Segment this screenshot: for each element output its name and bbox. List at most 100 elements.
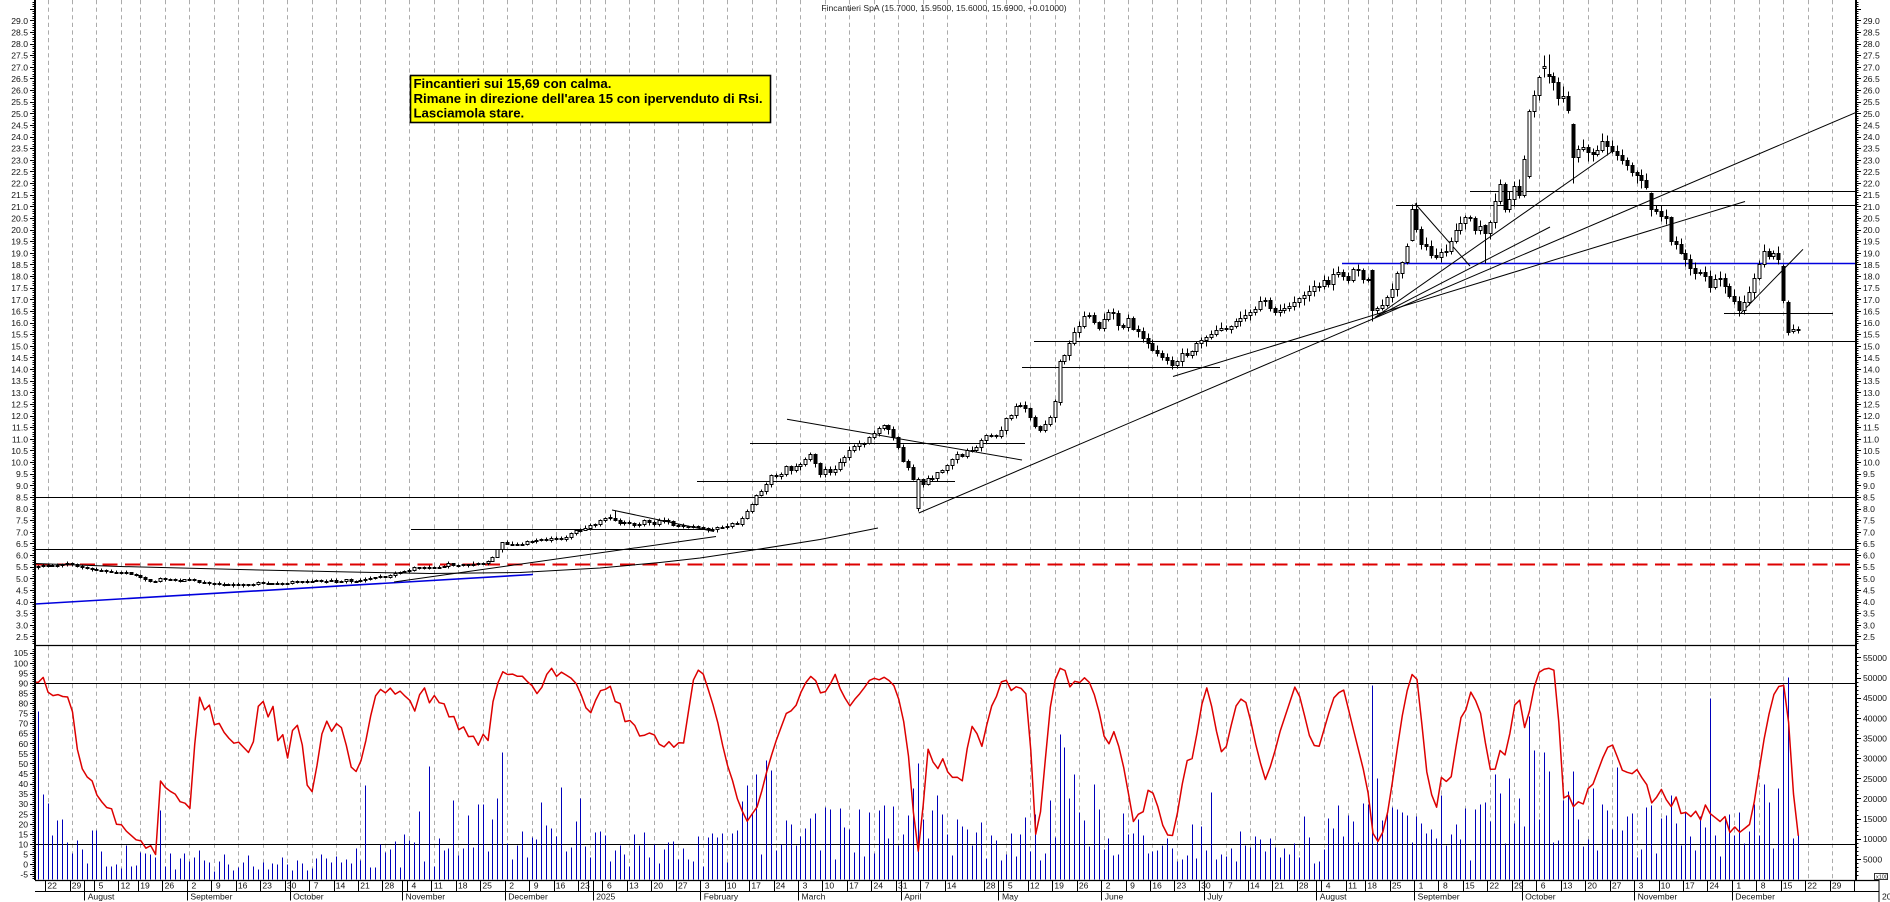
svg-text:27.5: 27.5 [1863, 51, 1880, 61]
svg-text:11: 11 [434, 881, 443, 891]
svg-text:25.0: 25.0 [11, 109, 28, 119]
svg-text:5: 5 [1008, 881, 1013, 891]
svg-text:15: 15 [1465, 881, 1475, 891]
svg-text:15.0: 15.0 [11, 341, 28, 351]
svg-text:5000: 5000 [1863, 854, 1882, 864]
svg-text:18.5: 18.5 [11, 260, 28, 270]
svg-text:26: 26 [165, 881, 175, 891]
svg-text:1: 1 [1736, 881, 1741, 891]
svg-text:3.5: 3.5 [1863, 609, 1875, 619]
svg-text:14.5: 14.5 [1863, 353, 1880, 363]
svg-text:16: 16 [556, 881, 566, 891]
svg-text:10.5: 10.5 [1863, 446, 1880, 456]
svg-text:17: 17 [751, 881, 761, 891]
svg-text:6: 6 [607, 881, 612, 891]
svg-text:11.5: 11.5 [1863, 423, 1879, 433]
svg-text:June: June [1105, 892, 1124, 902]
svg-text:February: February [704, 892, 739, 902]
svg-text:27: 27 [1612, 881, 1622, 891]
svg-text:45: 45 [18, 769, 28, 779]
svg-text:25: 25 [18, 809, 28, 819]
svg-text:28: 28 [1299, 881, 1309, 891]
svg-text:16: 16 [1152, 881, 1162, 891]
svg-text:8.5: 8.5 [1863, 492, 1875, 502]
svg-text:13.5: 13.5 [1863, 376, 1880, 386]
svg-text:17.0: 17.0 [11, 295, 28, 305]
svg-text:2: 2 [192, 881, 197, 891]
svg-text:27: 27 [678, 881, 688, 891]
svg-text:26.0: 26.0 [11, 86, 28, 96]
svg-text:28.5: 28.5 [11, 27, 28, 37]
svg-text:13.0: 13.0 [11, 388, 28, 398]
svg-text:5.0: 5.0 [1863, 574, 1875, 584]
svg-text:40: 40 [18, 779, 28, 789]
svg-text:23.0: 23.0 [11, 155, 28, 165]
svg-text:10.0: 10.0 [1863, 458, 1880, 468]
svg-text:3.0: 3.0 [1863, 620, 1875, 630]
svg-text:5: 5 [99, 881, 104, 891]
svg-text:25.5: 25.5 [11, 97, 28, 107]
svg-text:12.0: 12.0 [11, 411, 28, 421]
svg-text:26.5: 26.5 [1863, 74, 1880, 84]
svg-text:23: 23 [262, 881, 272, 891]
svg-text:20.0: 20.0 [11, 225, 28, 235]
svg-text:65: 65 [18, 729, 28, 739]
svg-text:18: 18 [1367, 881, 1377, 891]
svg-text:22.0: 22.0 [11, 179, 28, 189]
svg-text:4.0: 4.0 [16, 597, 28, 607]
svg-text:24.5: 24.5 [1863, 120, 1880, 130]
svg-text:20.5: 20.5 [11, 213, 28, 223]
svg-text:29: 29 [1832, 881, 1842, 891]
svg-text:14: 14 [1250, 881, 1260, 891]
svg-text:2: 2 [1106, 881, 1111, 891]
svg-text:25000: 25000 [1863, 774, 1887, 784]
svg-text:3.5: 3.5 [16, 609, 28, 619]
svg-text:30: 30 [1201, 881, 1211, 891]
svg-text:9: 9 [534, 881, 539, 891]
svg-text:28: 28 [986, 881, 996, 891]
svg-text:80: 80 [18, 699, 28, 709]
svg-text:18.0: 18.0 [1863, 272, 1880, 282]
svg-text:Fincantieri sui 15,69 con calm: Fincantieri sui 15,69 con calma. [414, 76, 612, 91]
svg-text:3: 3 [705, 881, 710, 891]
svg-text:5: 5 [23, 850, 28, 860]
svg-text:21: 21 [1274, 881, 1284, 891]
svg-text:15: 15 [18, 829, 28, 839]
svg-text:31: 31 [898, 881, 908, 891]
svg-text:23: 23 [580, 881, 590, 891]
svg-text:5.5: 5.5 [16, 562, 28, 572]
svg-text:22.5: 22.5 [1863, 167, 1880, 177]
svg-text:7: 7 [314, 881, 319, 891]
svg-text:25.0: 25.0 [1863, 109, 1880, 119]
svg-text:11.0: 11.0 [1863, 434, 1879, 444]
svg-text:5.0: 5.0 [16, 574, 28, 584]
svg-text:14.0: 14.0 [11, 365, 28, 375]
svg-text:22: 22 [1807, 881, 1817, 891]
svg-text:Rimane in direzione dell'area: Rimane in direzione dell'area 15 con ipe… [414, 91, 763, 106]
svg-text:35: 35 [18, 789, 28, 799]
svg-text:4.0: 4.0 [1863, 597, 1875, 607]
svg-text:75: 75 [18, 709, 28, 719]
svg-text:10.5: 10.5 [11, 446, 28, 456]
svg-text:December: December [1735, 892, 1775, 902]
svg-text:5.5: 5.5 [1863, 562, 1875, 572]
svg-text:19.0: 19.0 [1863, 248, 1880, 258]
svg-text:90: 90 [18, 678, 28, 688]
svg-text:23.0: 23.0 [1863, 155, 1880, 165]
svg-text:21.5: 21.5 [11, 190, 28, 200]
svg-text:August: August [1320, 892, 1347, 902]
svg-text:16.5: 16.5 [1863, 306, 1880, 316]
svg-text:15000: 15000 [1863, 814, 1887, 824]
svg-text:3.0: 3.0 [16, 620, 28, 630]
svg-text:20.5: 20.5 [1863, 213, 1880, 223]
svg-text:November: November [406, 892, 446, 902]
svg-text:7.5: 7.5 [1863, 516, 1875, 526]
svg-text:7.0: 7.0 [1863, 527, 1875, 537]
svg-text:Fincantieri SpA (15.7000, 15.9: Fincantieri SpA (15.7000, 15.9500, 15.60… [821, 3, 1066, 13]
svg-text:15: 15 [1783, 881, 1793, 891]
svg-text:17.5: 17.5 [1863, 283, 1880, 293]
svg-text:26: 26 [1079, 881, 1089, 891]
svg-text:9: 9 [1130, 881, 1135, 891]
svg-text:2: 2 [509, 881, 514, 891]
svg-text:20: 20 [1882, 892, 1890, 902]
